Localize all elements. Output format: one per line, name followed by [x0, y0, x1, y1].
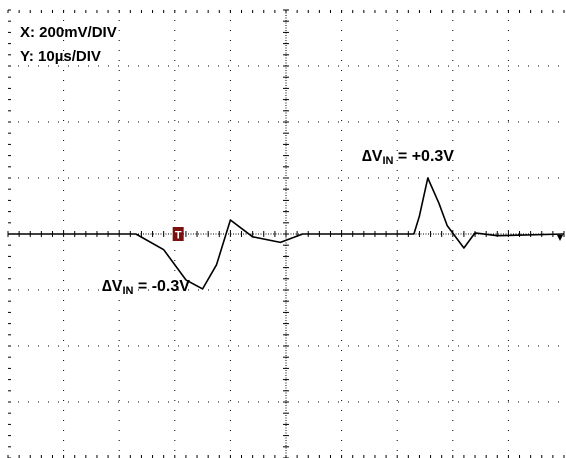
waveform-trace	[8, 177, 565, 290]
y-scale-label: Y: 10µs/DIV	[20, 48, 101, 65]
graticule	[7, 9, 565, 458]
waveform-trace-group	[8, 177, 565, 290]
positive-annotation-value: = +0.3V	[393, 148, 454, 165]
positive-annotation-subscript: IN	[382, 155, 394, 167]
ground-reference-arrow	[557, 235, 563, 241]
negative-step-annotation: ∆VIN = -0.3V	[102, 278, 190, 297]
negative-annotation-prefix: ∆V	[102, 278, 123, 295]
x-scale-label: X: 200mV/DIV	[20, 24, 117, 41]
trigger-marker-group: T	[172, 227, 563, 242]
positive-step-annotation: ∆VIN = +0.3V	[362, 148, 454, 167]
negative-annotation-value: = -0.3V	[133, 278, 190, 295]
trigger-marker	[172, 227, 184, 241]
positive-annotation-prefix: ∆V	[362, 148, 383, 165]
negative-annotation-subscript: IN	[122, 285, 134, 297]
trigger-marker-label: T	[175, 230, 182, 242]
